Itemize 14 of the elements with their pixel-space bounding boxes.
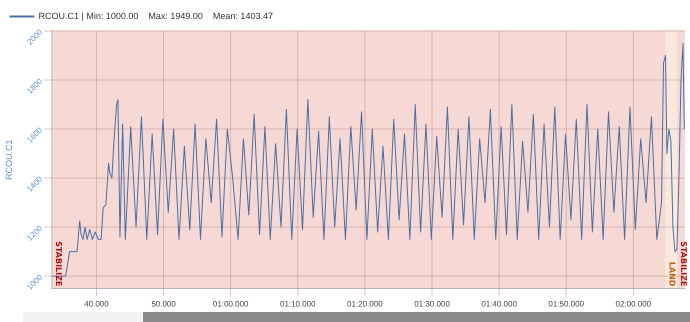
x-tick-label: 40.000 bbox=[84, 299, 110, 308]
x-tick-label: 01:10.000 bbox=[280, 299, 316, 308]
legend-label: RCOU.C1 | Min: 1000.00 Max: 1949.00 Mean: 1403.47 bbox=[38, 10, 273, 21]
band-label: STABILIZE bbox=[54, 241, 64, 286]
band-label: LAND bbox=[667, 262, 676, 287]
band-label: STABILIZE bbox=[678, 241, 688, 286]
x-tick-label: 01:50.000 bbox=[548, 299, 585, 308]
y-axis-title: RCOU.C1 bbox=[4, 139, 14, 180]
x-tick-label: 01:20.000 bbox=[347, 299, 384, 308]
x-tick-label: 01:40.000 bbox=[481, 299, 518, 308]
x-tick-label: 50.000 bbox=[151, 299, 176, 308]
x-tick-label: 01:30.000 bbox=[414, 299, 450, 308]
x-tick-label: 01:00.000 bbox=[212, 299, 250, 308]
x-tick-label: 02:00.000 bbox=[616, 299, 652, 308]
